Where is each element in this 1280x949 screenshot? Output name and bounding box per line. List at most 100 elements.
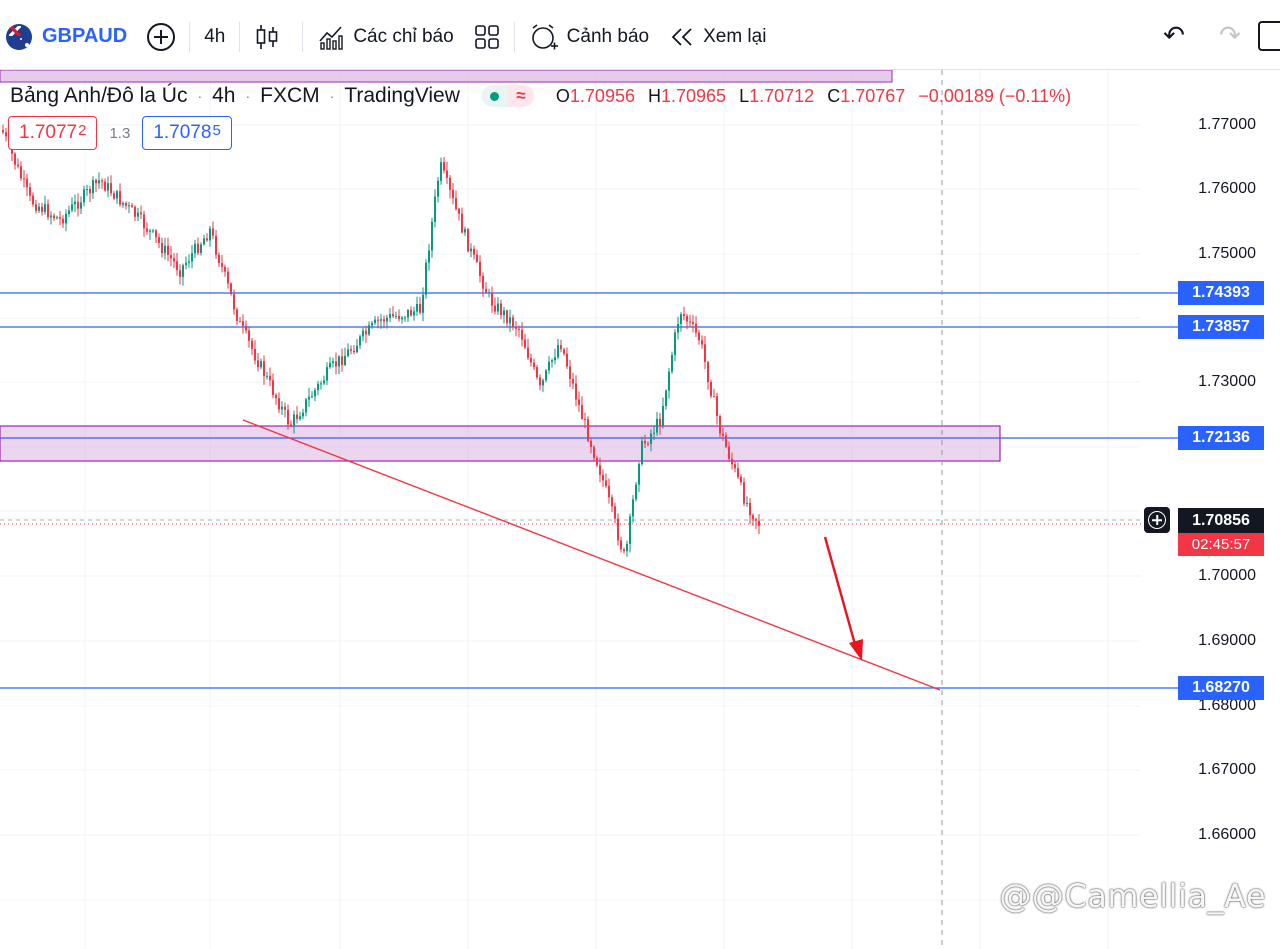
level-label-1[interactable]: 1.74393 <box>1178 281 1264 305</box>
candle <box>395 311 397 319</box>
candle <box>527 338 529 360</box>
candle <box>146 222 148 235</box>
candle <box>245 320 247 334</box>
templates-button[interactable] <box>464 17 510 57</box>
candle <box>218 252 220 267</box>
candle <box>539 374 541 391</box>
candle <box>332 357 334 368</box>
candle <box>422 287 424 322</box>
candle <box>110 175 112 197</box>
candle <box>350 345 352 355</box>
undo-button[interactable]: ↶ <box>1146 20 1202 51</box>
candle <box>533 358 535 371</box>
candle <box>377 316 379 329</box>
legend-title[interactable]: Bảng Anh/Đô la Úc <box>10 84 188 107</box>
candle <box>494 297 496 315</box>
candle <box>374 315 376 325</box>
redo-button[interactable]: ↷ <box>1202 20 1258 51</box>
descending-trendline[interactable] <box>242 419 941 691</box>
legend-dot: · <box>197 88 203 104</box>
candle <box>275 393 277 405</box>
candle <box>326 362 328 386</box>
replay-button[interactable]: Xem lại <box>659 17 776 57</box>
candle <box>449 174 451 199</box>
buy-button[interactable]: 1.7078 5 <box>142 116 232 150</box>
candle <box>176 253 178 276</box>
candle <box>611 494 613 513</box>
alarm-clock-icon <box>531 23 558 49</box>
legend-source: TradingView <box>344 84 460 107</box>
candle <box>188 254 190 268</box>
add-order-button[interactable] <box>1144 507 1170 533</box>
symbol-search-button[interactable]: GBPAUD <box>0 17 137 57</box>
chart-type-button[interactable] <box>244 17 298 57</box>
candle <box>161 237 163 258</box>
candle <box>107 176 109 198</box>
candle <box>152 228 154 234</box>
candle <box>542 378 544 392</box>
candle <box>626 540 628 557</box>
price-tick: 1.67000 <box>1198 761 1256 778</box>
spread-value: 1.3 <box>109 124 131 142</box>
candle <box>650 429 652 452</box>
price-chart-canvas[interactable] <box>0 70 1280 949</box>
layout-panel-icon[interactable] <box>1258 20 1280 51</box>
candle <box>440 157 442 185</box>
candle <box>644 434 646 449</box>
level-label-2[interactable]: 1.73857 <box>1178 315 1264 339</box>
candle <box>386 314 388 329</box>
candle <box>347 343 349 358</box>
candle <box>605 473 607 489</box>
level-label-4[interactable]: 1.68270 <box>1178 676 1264 700</box>
compare-symbol-button[interactable] <box>137 17 185 57</box>
open-key: O <box>555 85 570 106</box>
down-arrow-annotation[interactable] <box>823 536 863 661</box>
candle <box>446 161 448 184</box>
alert-button[interactable]: Cảnh báo <box>519 17 659 57</box>
candle <box>167 237 169 262</box>
price-tick: 1.76000 <box>1198 180 1256 197</box>
candle <box>470 243 472 258</box>
candle <box>596 455 598 468</box>
candle <box>692 314 694 333</box>
candle <box>179 264 181 285</box>
candle <box>356 338 358 354</box>
chart-area[interactable]: Bảng Anh/Đô la Úc · 4h · FXCM · TradingV… <box>0 70 1280 949</box>
candle <box>719 414 721 438</box>
candle <box>293 410 295 434</box>
legend-interval: 4h <box>212 84 236 107</box>
candle <box>209 225 211 247</box>
sell-button[interactable]: 1.7077 2 <box>8 116 98 150</box>
last-price-value: 1.70856 <box>1178 508 1264 533</box>
candle <box>608 478 610 504</box>
candle <box>92 176 94 200</box>
candle <box>104 178 106 192</box>
market-status-pill[interactable]: ≈ <box>481 85 534 107</box>
candle <box>506 309 508 327</box>
candle <box>461 207 463 234</box>
candle <box>341 348 343 372</box>
indicators-button[interactable]: Các chỉ báo <box>307 17 463 57</box>
candle <box>242 314 244 334</box>
candle <box>359 334 361 350</box>
interval-button[interactable]: 4h <box>194 17 235 57</box>
candle <box>623 547 625 554</box>
level-label-3[interactable]: 1.72136 <box>1178 426 1264 450</box>
candle <box>662 397 664 429</box>
support-zone-rectangle[interactable] <box>0 425 1001 462</box>
high-value: 1.70965 <box>661 85 727 106</box>
candle <box>458 207 460 221</box>
price-tick: 1.70000 <box>1198 567 1256 584</box>
candle <box>452 183 454 205</box>
candle <box>335 352 337 375</box>
candle <box>155 229 157 244</box>
candle <box>641 436 643 466</box>
low-key: L <box>739 85 750 106</box>
candle <box>632 495 634 523</box>
top-toolbar: GBPAUD 4h Các chỉ báo <box>0 0 1280 70</box>
candle <box>380 314 382 329</box>
horizontal-levels <box>0 292 1180 689</box>
candle <box>716 392 718 425</box>
candle <box>230 282 232 296</box>
redo-icon: ↷ <box>1219 20 1241 50</box>
